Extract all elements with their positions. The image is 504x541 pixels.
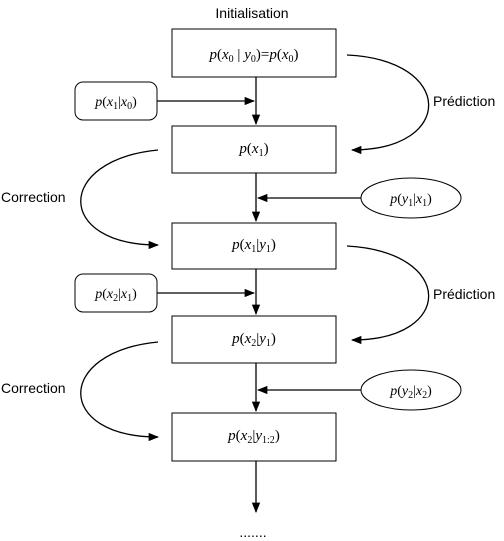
svg-text:p(x2|x1): p(x2|x1) (94, 287, 137, 304)
correction-label-1: Correction (1, 189, 66, 205)
svg-text:p(x1|y1): p(x1|y1) (231, 237, 276, 255)
correction-curve-2 (80, 341, 160, 442)
svg-text:p(x1|x0): p(x1|x0) (94, 95, 137, 112)
observation-ellipse-1: p(y1|x1) p(y1|x1) (360, 177, 462, 219)
initialisation-label: Initialisation (215, 5, 288, 21)
svg-text:p(y1|x1): p(y1|x1) (389, 192, 432, 209)
correction-curve-1 (80, 149, 160, 250)
svg-text:p(x1): p(x1) (238, 141, 268, 159)
observation-ellipse-2: p(y2|x2) p(y2|x2) (360, 369, 462, 411)
state-box-0: p(x0 | y0) = p(x0) p(x0 | y0)=p(x0) (171, 28, 337, 78)
svg-text:p(y2|x2): p(y2|x2) (389, 384, 432, 401)
transition-box-2: p(x2|x1) p(x2|x1) (74, 273, 158, 313)
prediction-label-1: Prédiction (433, 93, 495, 109)
prediction-label-2: Prédiction (433, 286, 495, 302)
transition-box-1: p(x1|x0) p(x1|x0) (74, 81, 158, 121)
state-box-1: p(x1) p(x1) (171, 125, 337, 174)
continuation-dots: ....... (239, 524, 266, 540)
prediction-curve-2 (346, 245, 430, 345)
state-box-2: p(x1|y1) p(x1|y1) (171, 222, 337, 270)
correction-label-2: Correction (1, 380, 66, 396)
state-box-3: p(x2|y1) p(x2|y1) (171, 315, 337, 364)
prediction-curve-1 (346, 54, 430, 155)
svg-text:p(x0 | y0)=p(x0): p(x0 | y0)=p(x0) (209, 47, 299, 65)
svg-text:p(x2|y1): p(x2|y1) (231, 331, 276, 349)
state-box-4: p(x2|y1:2) p(x2|y1:2) (171, 412, 337, 462)
svg-text:p(x2|y1:2): p(x2|y1:2) (227, 428, 280, 446)
